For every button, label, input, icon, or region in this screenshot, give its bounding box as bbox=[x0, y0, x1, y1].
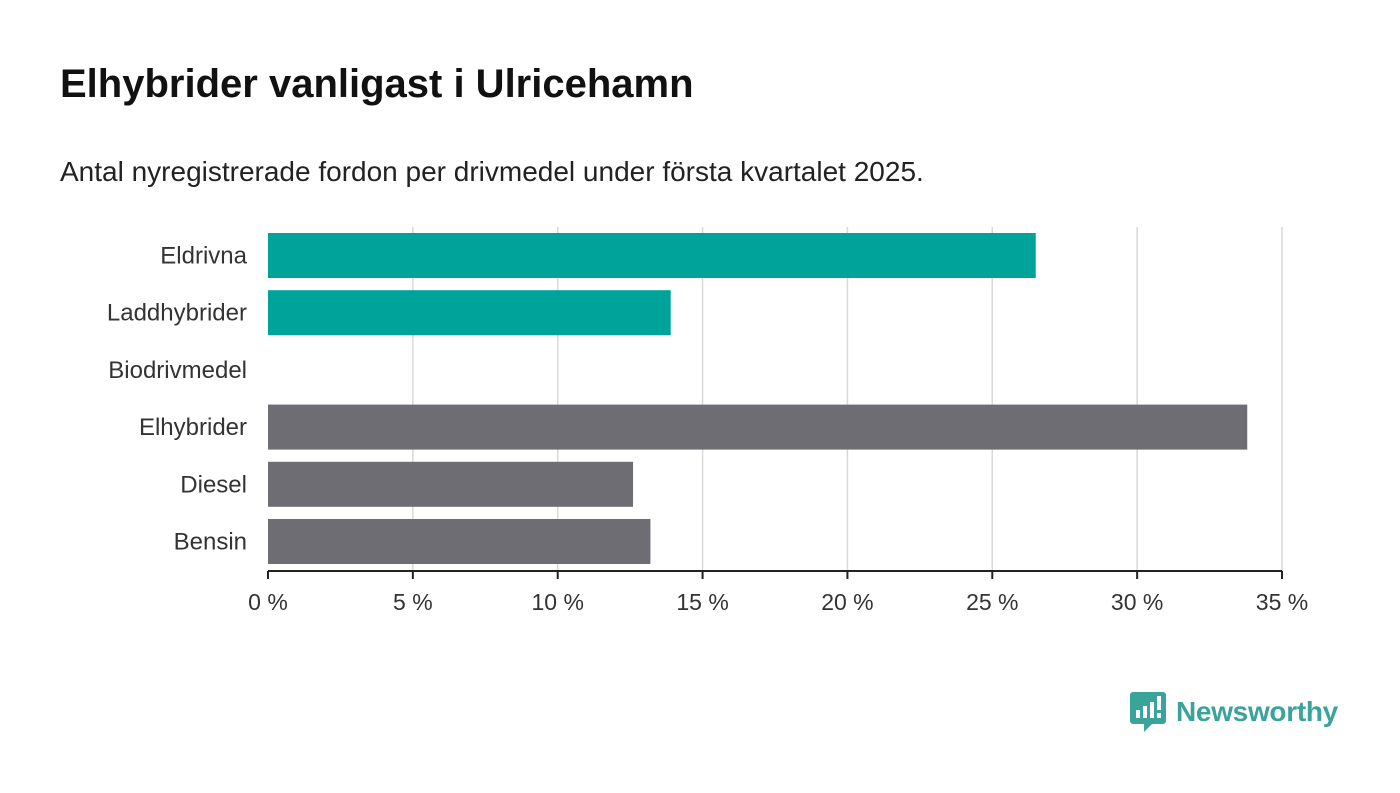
category-label: Bensin bbox=[174, 529, 247, 556]
x-tick-label: 5 % bbox=[393, 589, 433, 615]
category-labels: Eldrivna Laddhybrider Biodrivmedel Elhybrid… bbox=[107, 243, 248, 556]
category-label: Eldrivna bbox=[160, 243, 247, 270]
x-axis: 0 % 5 % 10 % 15 % 20 % 25 % 30 % 35 % bbox=[248, 570, 1308, 615]
x-tick-label: 30 % bbox=[1111, 589, 1163, 615]
category-label: Laddhybrider bbox=[107, 300, 247, 327]
bar-diesel bbox=[268, 461, 634, 507]
bar-elhybrider bbox=[268, 404, 1248, 450]
newsworthy-logo-icon bbox=[1130, 692, 1166, 732]
x-tick-label: 10 % bbox=[531, 589, 583, 615]
x-tick-label: 15 % bbox=[676, 589, 728, 615]
x-tick-label: 35 % bbox=[1256, 589, 1308, 615]
gridlines bbox=[412, 227, 1283, 571]
brand-logo: Newsworthy bbox=[1130, 690, 1338, 734]
x-tick-label: 0 % bbox=[248, 589, 288, 615]
bar-eldrivna bbox=[268, 233, 1036, 278]
bar-laddhybrider bbox=[268, 290, 671, 336]
bar-bensin bbox=[268, 519, 651, 564]
x-tick-label: 25 % bbox=[966, 589, 1018, 615]
chart-subtitle: Antal nyregistrerade fordon per drivmede… bbox=[60, 156, 924, 187]
bars bbox=[268, 233, 1248, 564]
category-label: Elhybrider bbox=[139, 414, 247, 441]
category-label: Diesel bbox=[180, 471, 247, 498]
brand-name: Newsworthy bbox=[1176, 696, 1338, 727]
chart-title: Elhybrider vanligast i Ulricehamn bbox=[60, 62, 694, 106]
x-tick-label: 20 % bbox=[821, 589, 873, 615]
category-label: Biodrivmedel bbox=[108, 357, 247, 384]
